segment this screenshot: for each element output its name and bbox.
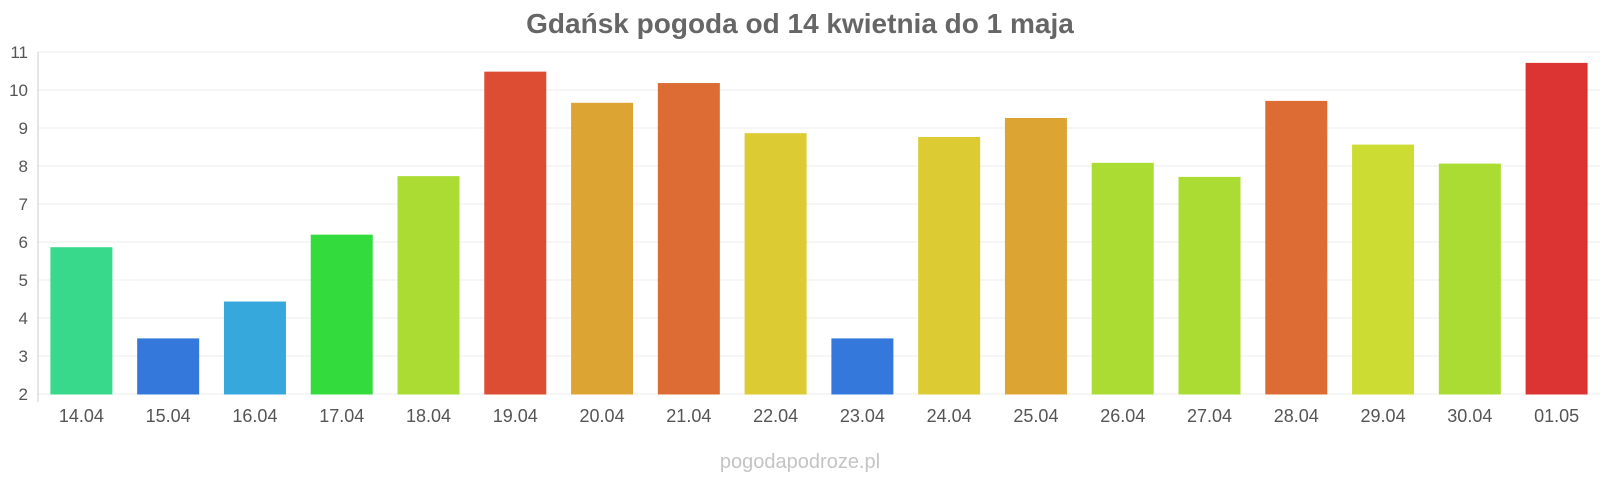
x-tick-label: 23.04: [840, 406, 885, 426]
x-tick-label: 01.05: [1534, 406, 1579, 426]
x-tick-label: 26.04: [1100, 406, 1145, 426]
bar-24.04[interactable]: [918, 137, 981, 395]
x-tick-label: 14.04: [59, 406, 104, 426]
x-tick-label: 29.04: [1361, 406, 1406, 426]
x-tick-label: 20.04: [580, 406, 625, 426]
y-tick-label: 2: [19, 385, 28, 404]
bar-27.04[interactable]: [1178, 176, 1241, 395]
x-tick-label: 18.04: [406, 406, 451, 426]
x-tick-label: 22.04: [753, 406, 798, 426]
y-tick-label: 7: [19, 195, 28, 214]
bar-30.04[interactable]: [1438, 163, 1501, 395]
x-tick-label: 17.04: [319, 406, 364, 426]
bar-21.04[interactable]: [657, 83, 720, 395]
x-tick-label: 27.04: [1187, 406, 1232, 426]
x-tick-label: 24.04: [927, 406, 972, 426]
bars: [50, 62, 1588, 395]
x-tick-label: 15.04: [146, 406, 191, 426]
bar-25.04[interactable]: [1004, 118, 1067, 395]
y-tick-label: 9: [19, 119, 28, 138]
bar-14.04[interactable]: [50, 247, 113, 395]
watermark-text: pogodapodroze.pl: [720, 451, 880, 473]
bar-16.04[interactable]: [223, 301, 286, 395]
x-tick-label: 25.04: [1013, 406, 1058, 426]
bar-18.04[interactable]: [397, 176, 460, 395]
x-tick-label: 19.04: [493, 406, 538, 426]
chart-title: Gdańsk pogoda od 14 kwietnia do 1 maja: [526, 8, 1074, 39]
bar-23.04[interactable]: [831, 338, 894, 395]
x-axis-labels: 14.04 15.04 16.04 17.04 18.04 19.04 20.04 21.04…: [59, 406, 1579, 426]
x-tick-label: 28.04: [1274, 406, 1319, 426]
bar-19.04[interactable]: [484, 71, 547, 395]
x-tick-label: 16.04: [232, 406, 277, 426]
bar-20.04[interactable]: [571, 102, 634, 395]
grid-lines: [38, 51, 1600, 395]
x-tick-label: 30.04: [1447, 406, 1492, 426]
y-tick-label: 3: [19, 347, 28, 366]
y-tick-label: 6: [19, 233, 28, 252]
y-axis-ticks: 2 3 4 5 6 7 8 9 10 11: [9, 43, 28, 404]
bar-15.04[interactable]: [137, 338, 200, 395]
bar-29.04[interactable]: [1352, 144, 1415, 395]
y-tick-label: 8: [19, 157, 28, 176]
bar-17.04[interactable]: [310, 234, 373, 395]
bar-26.04[interactable]: [1091, 162, 1154, 395]
y-tick-label: 5: [19, 271, 28, 290]
y-tick-label: 11: [10, 43, 28, 62]
bar-01.05[interactable]: [1525, 62, 1588, 395]
y-tick-label: 4: [19, 309, 28, 328]
y-tick-label: 10: [9, 81, 28, 100]
bar-28.04[interactable]: [1265, 100, 1328, 395]
x-tick-label: 21.04: [666, 406, 711, 426]
bar-22.04[interactable]: [744, 133, 807, 395]
